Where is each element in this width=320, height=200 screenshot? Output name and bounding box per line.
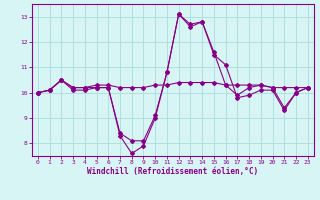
- X-axis label: Windchill (Refroidissement éolien,°C): Windchill (Refroidissement éolien,°C): [87, 167, 258, 176]
